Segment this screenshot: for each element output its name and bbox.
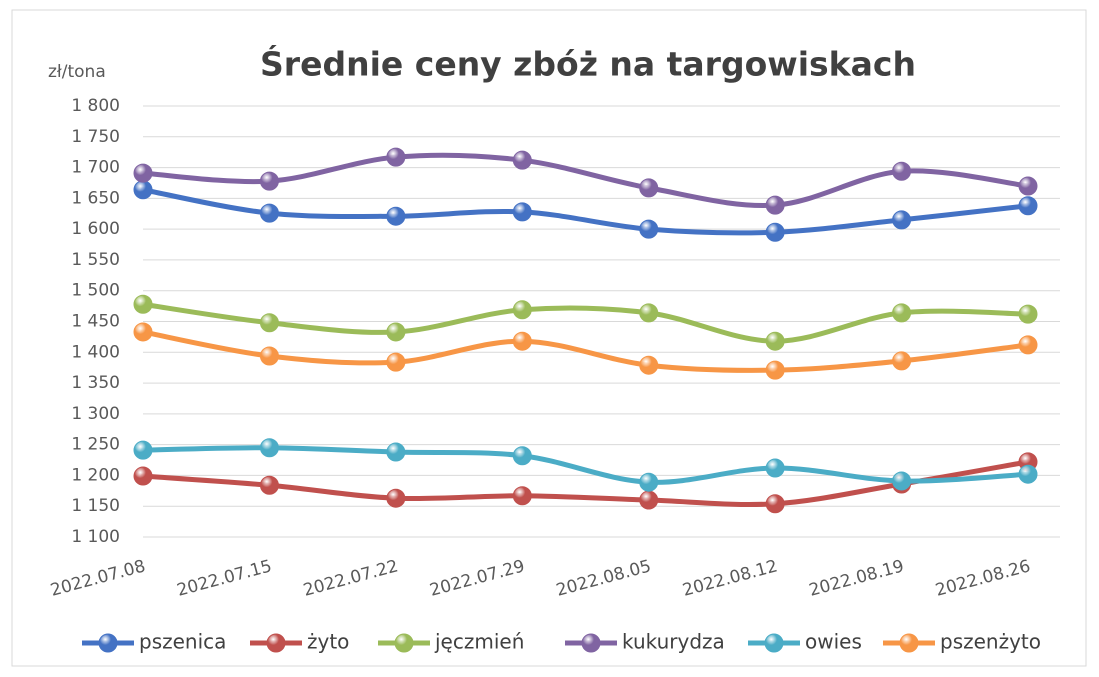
legend-label: kukurydza <box>622 630 725 654</box>
legend-marker <box>98 633 118 653</box>
data-point <box>1018 464 1038 484</box>
y-tick-label: 1 250 <box>71 435 120 455</box>
legend-label: pszenica <box>139 630 226 654</box>
y-tick-label: 1 350 <box>71 373 120 393</box>
data-point <box>133 440 153 460</box>
data-point <box>639 303 659 323</box>
data-point <box>639 178 659 198</box>
series-line <box>140 459 1031 507</box>
data-point <box>512 486 532 506</box>
data-point <box>892 351 912 371</box>
y-axis-label: zł/tona <box>48 62 106 82</box>
data-point <box>512 300 532 320</box>
series-line <box>140 301 1031 344</box>
data-point <box>133 163 153 183</box>
data-point <box>1018 335 1038 355</box>
data-point <box>892 303 912 323</box>
data-point <box>1018 196 1038 216</box>
data-point <box>639 355 659 375</box>
data-point <box>765 331 785 351</box>
legend-marker <box>266 633 286 653</box>
y-tick-label: 1 550 <box>71 250 120 270</box>
data-point <box>1018 176 1038 196</box>
series-line <box>140 445 1031 485</box>
data-point <box>639 472 659 492</box>
data-point <box>765 360 785 380</box>
legend-marker <box>581 633 601 653</box>
data-point <box>386 147 406 167</box>
data-point <box>386 488 406 508</box>
data-point <box>892 210 912 230</box>
data-point <box>892 471 912 491</box>
data-point <box>259 475 279 495</box>
series-line <box>140 187 1031 236</box>
y-tick-label: 1 450 <box>71 312 120 332</box>
data-point <box>512 150 532 170</box>
y-tick-label: 1 200 <box>71 465 120 485</box>
data-point <box>639 219 659 239</box>
y-tick-label: 1 700 <box>71 158 120 178</box>
data-point <box>259 438 279 458</box>
chart-border <box>11 9 1087 667</box>
data-point <box>386 206 406 226</box>
y-tick-label: 1 650 <box>71 188 120 208</box>
y-tick-label: 1 150 <box>71 496 120 516</box>
legend-label: owies <box>805 630 862 654</box>
data-point <box>1018 304 1038 324</box>
y-tick-label: 1 600 <box>71 219 120 239</box>
legend-label: pszenżyto <box>940 630 1041 654</box>
data-point <box>259 313 279 333</box>
y-tick-label: 1 750 <box>71 127 120 147</box>
legend-marker <box>764 633 784 653</box>
data-point <box>386 442 406 462</box>
data-point <box>765 195 785 215</box>
y-tick-label: 1 400 <box>71 342 120 362</box>
data-point <box>765 222 785 242</box>
data-point <box>512 202 532 222</box>
data-point <box>133 322 153 342</box>
data-point <box>639 490 659 510</box>
data-point <box>259 346 279 366</box>
data-point <box>512 331 532 351</box>
y-tick-label: 1 800 <box>71 96 120 116</box>
data-point <box>259 203 279 223</box>
legend-marker <box>899 633 919 653</box>
legend-marker <box>394 633 414 653</box>
data-point <box>892 161 912 181</box>
legend-label: jęczmień <box>434 630 524 654</box>
data-point <box>133 466 153 486</box>
data-point <box>133 180 153 200</box>
data-point <box>765 494 785 514</box>
data-point <box>512 446 532 466</box>
chart-title: Średnie ceny zbóż na targowiskach <box>260 44 916 84</box>
data-point <box>259 171 279 191</box>
data-point <box>386 352 406 372</box>
series-line <box>140 152 1031 209</box>
legend-label: żyto <box>307 630 349 654</box>
y-tick-label: 1 500 <box>71 281 120 301</box>
y-tick-label: 1 100 <box>71 527 120 547</box>
y-tick-label: 1 300 <box>71 404 120 424</box>
data-point <box>765 458 785 478</box>
series-line <box>140 329 1031 373</box>
data-point <box>133 294 153 314</box>
data-point <box>386 322 406 342</box>
